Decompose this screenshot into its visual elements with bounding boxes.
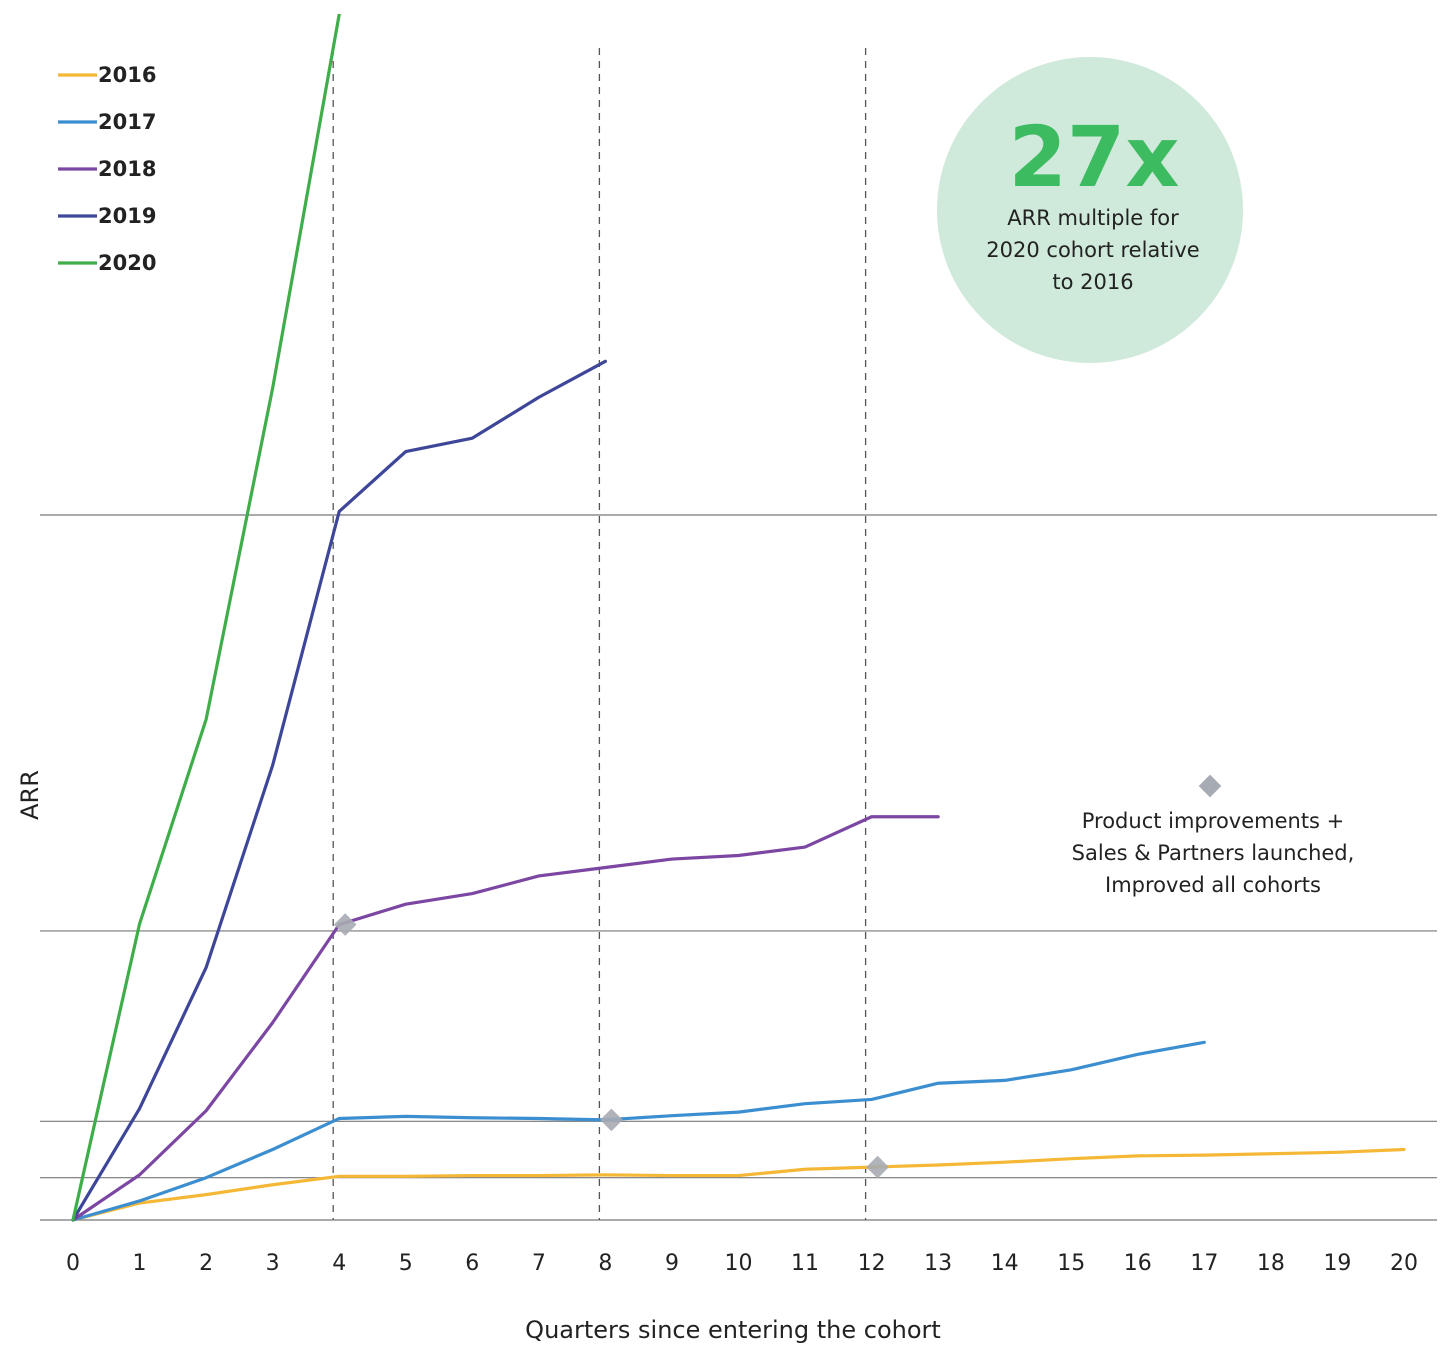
x-tick-label: 3 (266, 1251, 280, 1276)
callout-line-2: 2020 cohort relative (986, 238, 1199, 262)
x-tick-label: 6 (465, 1251, 479, 1276)
milestone-markers (333, 913, 889, 1179)
x-tick-label: 0 (66, 1251, 80, 1276)
series-line-2019 (71, 359, 608, 1222)
callout-line-3: to 2016 (1052, 270, 1133, 294)
annotation-line-3: Improved all cohorts (1105, 873, 1321, 897)
legend-label-2017: 2017 (98, 110, 156, 134)
series-line-2016 (71, 1147, 1406, 1222)
legend: 2016 2017 2018 2019 2020 (58, 63, 156, 275)
series-line-2017 (71, 1040, 1206, 1222)
x-tick-label: 1 (133, 1251, 147, 1276)
x-tick-label: 18 (1257, 1251, 1285, 1276)
grid-lines (40, 514, 1437, 1221)
annotation: Product improvements + Sales & Partners … (1072, 774, 1355, 897)
y-axis-title: ARR (16, 770, 44, 820)
annotation-line-1: Product improvements + (1082, 809, 1345, 833)
legend-label-2020: 2020 (98, 251, 156, 275)
x-tick-label: 16 (1124, 1251, 1152, 1276)
annotation-marker-icon (1198, 774, 1222, 798)
series-line-2020 (71, 14, 341, 1222)
legend-label-2019: 2019 (98, 204, 156, 228)
x-tick-label: 11 (791, 1251, 819, 1276)
annotation-line-2: Sales & Partners launched, (1072, 841, 1355, 865)
x-tick-label: 12 (858, 1251, 886, 1276)
callout-bubble: 27x ARR multiple for 2020 cohort relativ… (937, 57, 1243, 363)
milestone-marker-2016 (866, 1155, 889, 1179)
x-tick-label: 17 (1190, 1251, 1218, 1276)
series-lines (71, 14, 1406, 1222)
x-tick-label: 13 (924, 1251, 952, 1276)
x-tick-label: 9 (665, 1251, 679, 1276)
x-tick-label: 2 (199, 1251, 213, 1276)
legend-label-2016: 2016 (98, 63, 156, 87)
x-tick-label: 20 (1390, 1251, 1418, 1276)
series-line-2018 (71, 815, 940, 1222)
x-tick-label: 14 (991, 1251, 1019, 1276)
x-tick-label: 7 (532, 1251, 546, 1276)
callout-circle (937, 57, 1243, 363)
x-tick-label: 4 (332, 1251, 346, 1276)
x-tick-labels: 0 1 2 3 4 5 6 7 8 9 10 11 12 13 14 15 16 17 18 19 20 (66, 1251, 1418, 1276)
x-tick-label: 5 (399, 1251, 413, 1276)
x-axis-title: Quarters since entering the cohort (525, 1316, 941, 1344)
milestone-marker-2017 (600, 1108, 623, 1132)
x-tick-label: 19 (1323, 1251, 1351, 1276)
callout-value: 27x (1008, 108, 1179, 206)
legend-label-2018: 2018 (98, 157, 156, 181)
callout-line-1: ARR multiple for (1007, 206, 1179, 230)
x-tick-label: 15 (1057, 1251, 1085, 1276)
x-tick-label: 8 (598, 1251, 612, 1276)
vertical-dashed-lines (332, 48, 867, 1220)
x-tick-label: 10 (725, 1251, 753, 1276)
milestone-marker-2018 (333, 913, 357, 936)
